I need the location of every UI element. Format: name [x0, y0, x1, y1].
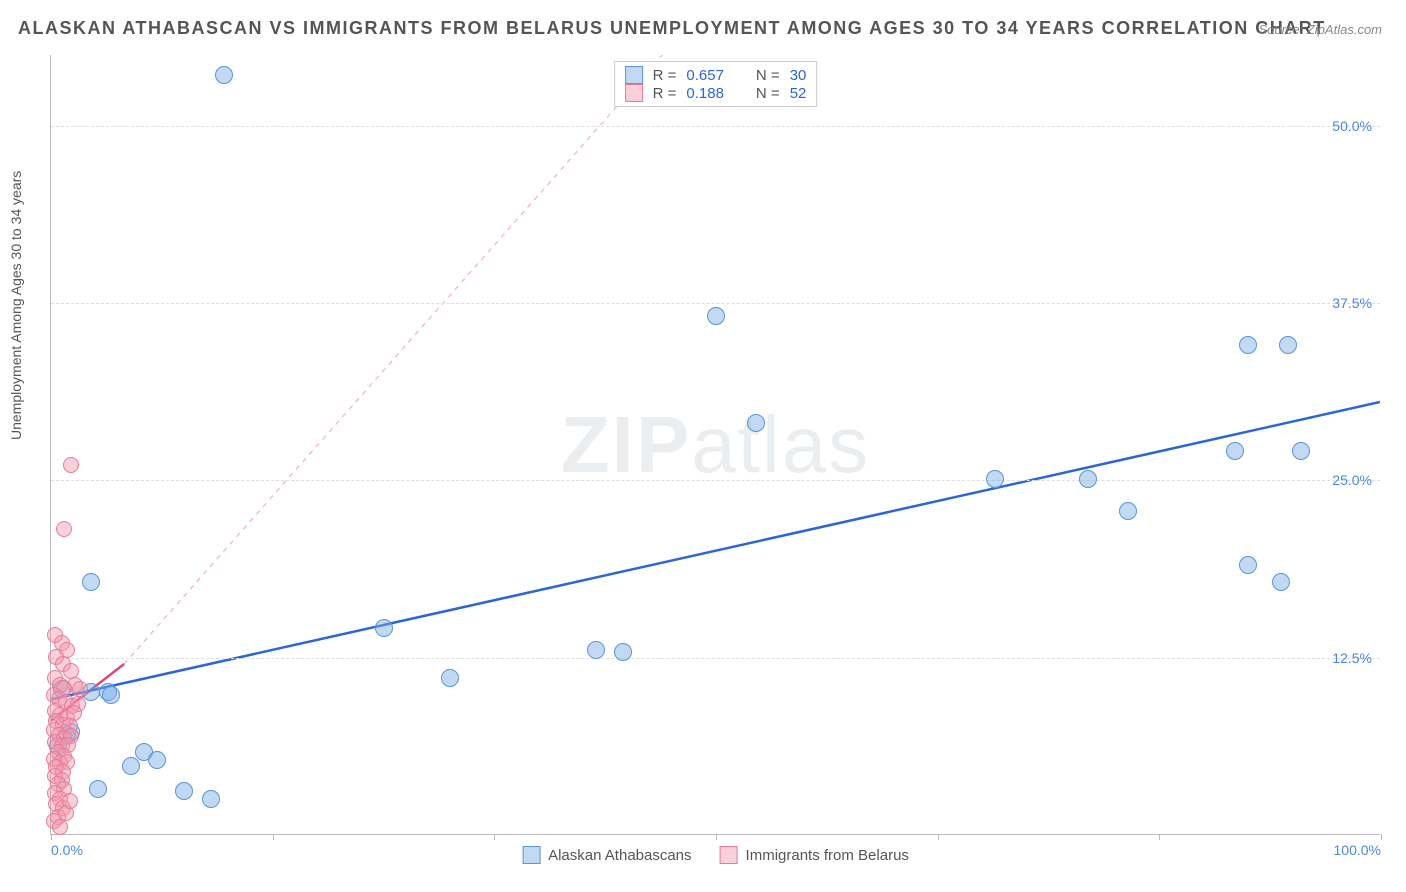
r-value-1: 0.188	[686, 85, 724, 102]
legend-swatch-1	[720, 846, 738, 864]
watermark-light: atlas	[691, 400, 870, 489]
legend-label-0: Alaskan Athabascans	[548, 847, 691, 864]
plot-area: ZIPatlas R = 0.657 N = 30 R = 0.188 N = …	[50, 55, 1380, 835]
swatch-series-0	[625, 66, 643, 84]
data-point	[62, 793, 78, 809]
x-tick	[1381, 834, 1382, 840]
x-tick	[51, 834, 52, 840]
data-point	[202, 790, 220, 808]
x-tick	[938, 834, 939, 840]
x-tick	[273, 834, 274, 840]
watermark-bold: ZIP	[561, 400, 691, 489]
x-tick	[494, 834, 495, 840]
data-point	[1272, 573, 1290, 591]
gridline-h	[51, 658, 1380, 659]
data-point	[747, 414, 765, 432]
gridline-h	[51, 126, 1380, 127]
data-point	[122, 757, 140, 775]
y-tick-label: 50.0%	[1332, 118, 1372, 134]
n-label-1: N =	[756, 85, 780, 102]
r-value-0: 0.657	[686, 67, 724, 84]
x-tick	[1159, 834, 1160, 840]
gridline-h	[51, 303, 1380, 304]
gridline-h	[51, 480, 1380, 481]
data-point	[441, 669, 459, 687]
data-point	[1079, 470, 1097, 488]
data-point	[587, 641, 605, 659]
data-point	[52, 819, 68, 835]
trend-lines-svg	[51, 55, 1380, 834]
data-point	[986, 470, 1004, 488]
x-tick-label: 100.0%	[1334, 842, 1381, 858]
stats-row-series-0: R = 0.657 N = 30	[625, 66, 807, 84]
y-tick-label: 12.5%	[1332, 650, 1372, 666]
data-point	[63, 457, 79, 473]
legend-item-1: Immigrants from Belarus	[720, 846, 909, 864]
data-point	[1279, 336, 1297, 354]
stats-row-series-1: R = 0.188 N = 52	[625, 84, 807, 102]
data-point	[102, 686, 120, 704]
series-legend: Alaskan Athabascans Immigrants from Bela…	[522, 846, 909, 864]
y-tick-label: 25.0%	[1332, 472, 1372, 488]
legend-label-1: Immigrants from Belarus	[746, 847, 909, 864]
n-value-0: 30	[790, 67, 807, 84]
data-point	[614, 643, 632, 661]
legend-swatch-0	[522, 846, 540, 864]
data-point	[82, 573, 100, 591]
data-point	[1226, 442, 1244, 460]
r-label-1: R =	[653, 85, 677, 102]
swatch-series-1	[625, 84, 643, 102]
data-point	[1239, 556, 1257, 574]
stats-legend: R = 0.657 N = 30 R = 0.188 N = 52	[614, 61, 818, 107]
data-point	[1239, 336, 1257, 354]
y-axis-label: Unemployment Among Ages 30 to 34 years	[8, 171, 24, 440]
n-value-1: 52	[790, 85, 807, 102]
chart-title: ALASKAN ATHABASCAN VS IMMIGRANTS FROM BE…	[18, 18, 1326, 39]
n-label-0: N =	[756, 67, 780, 84]
x-tick	[716, 834, 717, 840]
data-point	[56, 521, 72, 537]
data-point	[215, 66, 233, 84]
watermark: ZIPatlas	[561, 399, 870, 491]
x-tick-label: 0.0%	[51, 842, 83, 858]
data-point	[1292, 442, 1310, 460]
data-point	[148, 751, 166, 769]
legend-item-0: Alaskan Athabascans	[522, 846, 691, 864]
data-point	[1119, 502, 1137, 520]
source-label: Source: ZipAtlas.com	[1258, 22, 1382, 37]
r-label-0: R =	[653, 67, 677, 84]
data-point	[89, 780, 107, 798]
y-tick-label: 37.5%	[1332, 295, 1372, 311]
data-point	[707, 307, 725, 325]
data-point	[375, 619, 393, 637]
data-point	[175, 782, 193, 800]
